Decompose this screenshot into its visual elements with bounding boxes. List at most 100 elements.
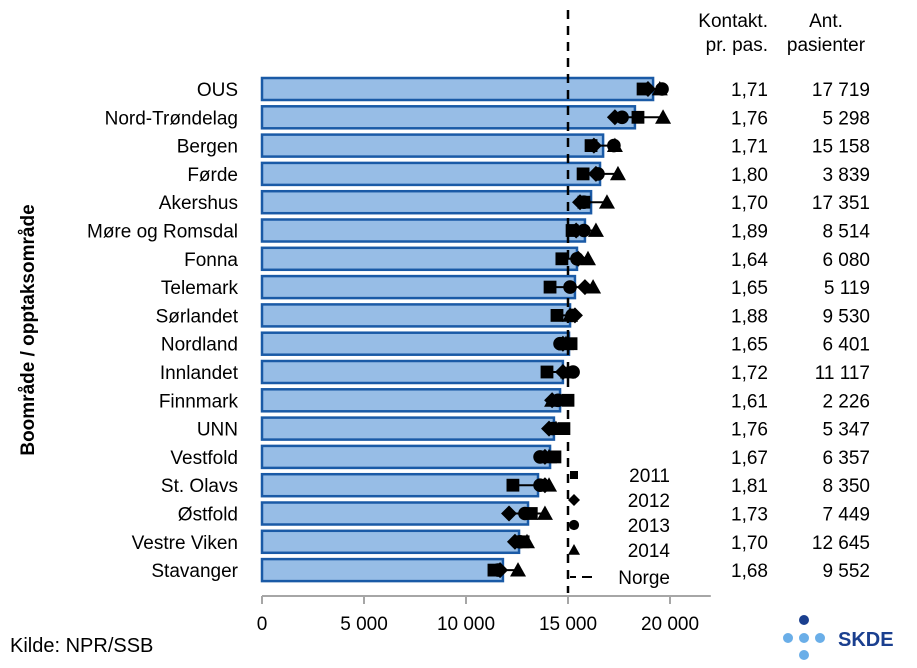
- pasienter-value: 7 449: [822, 505, 870, 526]
- category-label: St. Olavs: [161, 476, 238, 497]
- x-tick-label: 5 000: [340, 614, 388, 635]
- marker-2012: [585, 137, 602, 154]
- marker-2014: [587, 222, 604, 237]
- kontakt-value: 1,76: [731, 108, 768, 129]
- marker-2014: [651, 81, 668, 96]
- kontakt-value: 1,76: [731, 420, 768, 441]
- pasienter-value: 11 117: [815, 363, 870, 384]
- bar: [260, 557, 505, 583]
- marker-2014: [536, 505, 553, 520]
- marker-2011: [550, 309, 564, 322]
- category-label: Finnmark: [159, 391, 239, 412]
- bar: [260, 416, 556, 441]
- legend-label: 2012: [628, 491, 670, 512]
- bar: [260, 501, 530, 526]
- bar: [260, 444, 552, 470]
- bar: [260, 388, 562, 413]
- kontakt-value: 1,89: [731, 222, 768, 243]
- x-tick-label: 0: [257, 614, 268, 635]
- kontakt-value: 1,64: [731, 250, 768, 271]
- category-label: Fonna: [184, 250, 238, 271]
- legend-label: Norge: [618, 568, 670, 589]
- pasienter-value: 9 552: [822, 561, 870, 582]
- kontakt-value: 1,61: [731, 391, 768, 412]
- header-pasienter: pasienter: [787, 35, 866, 56]
- bar: [260, 246, 579, 272]
- category-label: Førde: [187, 165, 238, 186]
- marker-2012: [639, 81, 656, 97]
- category-label: Sørlandet: [156, 306, 239, 327]
- marker-2014: [598, 194, 615, 209]
- bar: [260, 76, 655, 102]
- category-label: Telemark: [161, 278, 239, 299]
- x-tick-label: 10 000: [437, 614, 495, 635]
- marker-2014: [579, 250, 596, 266]
- marker-2011: [631, 110, 645, 124]
- source-label: Kilde: NPR/SSB: [10, 635, 153, 657]
- pasienter-value: 5 347: [822, 420, 870, 441]
- legend-marker-2012: [568, 494, 580, 506]
- x-tick-label: 20 000: [641, 614, 699, 635]
- bar: [260, 189, 593, 215]
- legend-marker-2014: [568, 544, 580, 555]
- pasienter-value: 8 350: [822, 476, 870, 497]
- bar: [260, 529, 521, 555]
- marker-2014: [609, 165, 626, 181]
- marker-2011: [540, 365, 554, 379]
- legend-marker-2013: [568, 519, 580, 531]
- header-kontakt: pr. pas.: [706, 35, 768, 56]
- kontakt-value: 1,70: [731, 533, 768, 554]
- marker-2011: [555, 252, 569, 266]
- marker-2013: [615, 110, 629, 125]
- category-label: Østfold: [178, 505, 238, 526]
- bar: [260, 133, 605, 158]
- bar: [260, 218, 587, 243]
- category-label: Vestfold: [170, 448, 238, 469]
- bar: [260, 359, 565, 385]
- kontakt-value: 1,73: [731, 505, 768, 526]
- legend-label: 2011: [629, 466, 670, 487]
- skde-logo: SKDE: [783, 615, 894, 660]
- kontakt-value: 1,80: [731, 165, 768, 186]
- marker-2011: [506, 478, 520, 492]
- legend-marker-2011: [570, 471, 578, 479]
- x-tick-label: 15 000: [539, 614, 597, 635]
- bar: [260, 472, 540, 498]
- marker-2011: [543, 280, 557, 294]
- category-label: Akershus: [159, 193, 238, 214]
- pasienter-value: 9 530: [822, 306, 870, 327]
- pasienter-value: 15 158: [812, 137, 870, 158]
- pasienter-value: 6 401: [822, 335, 870, 356]
- marker-2014: [560, 364, 576, 379]
- marker-2014: [510, 562, 527, 577]
- marker-2013: [591, 167, 605, 181]
- kontakt-value: 1,72: [731, 363, 768, 384]
- marker-2014: [562, 307, 579, 322]
- marker-2014: [544, 392, 561, 407]
- marker-2014: [606, 137, 623, 152]
- logo-text: SKDE: [838, 629, 894, 651]
- marker-2013: [577, 223, 591, 238]
- pasienter-value: 12 645: [812, 533, 870, 554]
- marker-2014: [655, 109, 672, 124]
- pasienter-value: 3 839: [822, 165, 870, 186]
- category-label: UNN: [197, 420, 238, 441]
- marker-2013: [563, 280, 577, 294]
- category-label: Stavanger: [151, 561, 238, 582]
- marker-2014: [585, 279, 602, 294]
- kontakt-value: 1,65: [731, 278, 768, 299]
- kontakt-value: 1,68: [731, 561, 768, 582]
- kontakt-value: 1,71: [731, 137, 768, 158]
- bar: [260, 274, 577, 300]
- pasienter-value: 17 719: [812, 80, 870, 101]
- pasienter-value: 2 226: [822, 391, 870, 412]
- marker-2014: [541, 477, 558, 492]
- legend-label: 2013: [628, 516, 670, 537]
- marker-2013: [491, 563, 505, 577]
- bar: [260, 161, 602, 187]
- header-kontakt: Kontakt.: [698, 11, 768, 32]
- category-label: Nord-Trøndelag: [105, 108, 238, 129]
- category-label: Innlandet: [160, 363, 239, 384]
